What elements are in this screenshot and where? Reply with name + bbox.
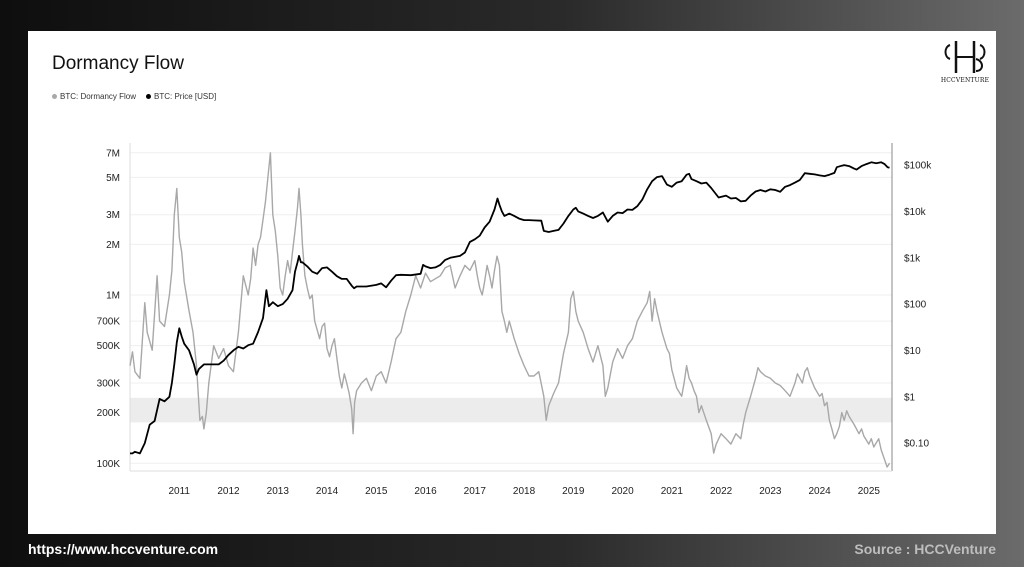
right-tick-label-0: $0.10 <box>904 439 929 450</box>
brand-logo: HCCVENTURE <box>940 39 990 84</box>
x-tick-label-1: 2012 <box>217 486 240 497</box>
x-tick-label-7: 2018 <box>513 486 536 497</box>
left-tick-label-5: 1M <box>106 290 120 301</box>
left-tick-label-0: 100K <box>97 459 121 470</box>
x-tick-label-2: 2013 <box>267 486 290 497</box>
right-tick-label-6: $100k <box>904 161 932 172</box>
left-tick-label-7: 3M <box>106 210 120 221</box>
dormancy-flow-line <box>129 152 891 468</box>
x-tick-label-3: 2014 <box>316 486 339 497</box>
x-tick-label-14: 2025 <box>858 486 881 497</box>
footer-source: Source : HCCVenture <box>854 541 996 557</box>
x-tick-label-9: 2020 <box>611 486 634 497</box>
right-tick-label-1: $1 <box>904 392 916 403</box>
x-tick-label-11: 2022 <box>710 486 733 497</box>
legend-dot-price <box>146 94 152 99</box>
left-tick-label-4: 700K <box>97 317 121 328</box>
x-tick-label-12: 2023 <box>759 486 782 497</box>
threshold-band <box>130 397 892 423</box>
left-tick-label-1: 200K <box>97 408 121 419</box>
chart-svg: 100K 200K 300K 500K 700K 1M 2M 3M 5M 7M $0.10 $1 $10… <box>97 143 932 497</box>
left-tick-label-2: 300K <box>97 378 121 389</box>
price-line <box>130 161 890 455</box>
logo-icon <box>944 41 986 73</box>
chart-title: Dormancy Flow <box>52 53 184 74</box>
left-tick-label-8: 5M <box>106 173 120 184</box>
footer-url[interactable]: https://www.hccventure.com <box>28 541 219 557</box>
legend-label-dormancy: BTC: Dormancy Flow <box>60 92 137 101</box>
x-tick-label-13: 2024 <box>808 486 831 497</box>
chart-legend: BTC: Dormancy Flow BTC: Price [USD] <box>52 92 216 101</box>
x-tick-label-4: 2015 <box>365 486 388 497</box>
legend-item-dormancy[interactable]: BTC: Dormancy Flow <box>52 92 136 101</box>
x-tick-label-0: 2011 <box>168 486 190 497</box>
right-tick-label-3: $100 <box>904 300 927 311</box>
left-tick-label-6: 2M <box>106 240 120 251</box>
left-tick-label-3: 500K <box>97 341 121 352</box>
logo-wordmark: HCCVENTURE <box>940 77 990 84</box>
right-tick-label-5: $10k <box>904 207 927 218</box>
right-tick-label-2: $10 <box>904 346 921 357</box>
x-tick-label-5: 2016 <box>414 486 437 497</box>
legend-dot-dormancy <box>52 94 57 99</box>
legend-item-price[interactable]: BTC: Price [USD] <box>146 92 216 101</box>
x-tick-label-6: 2017 <box>464 486 487 497</box>
x-tick-label-10: 2021 <box>661 486 684 497</box>
chart-card: 100K 200K 300K 500K 700K 1M 2M 3M 5M 7M $0.10 $1 $10… <box>28 31 996 534</box>
left-tick-label-9: 7M <box>106 148 120 159</box>
x-tick-label-8: 2019 <box>562 486 585 497</box>
right-tick-label-4: $1k <box>904 253 921 264</box>
legend-label-price: BTC: Price [USD] <box>154 92 217 101</box>
